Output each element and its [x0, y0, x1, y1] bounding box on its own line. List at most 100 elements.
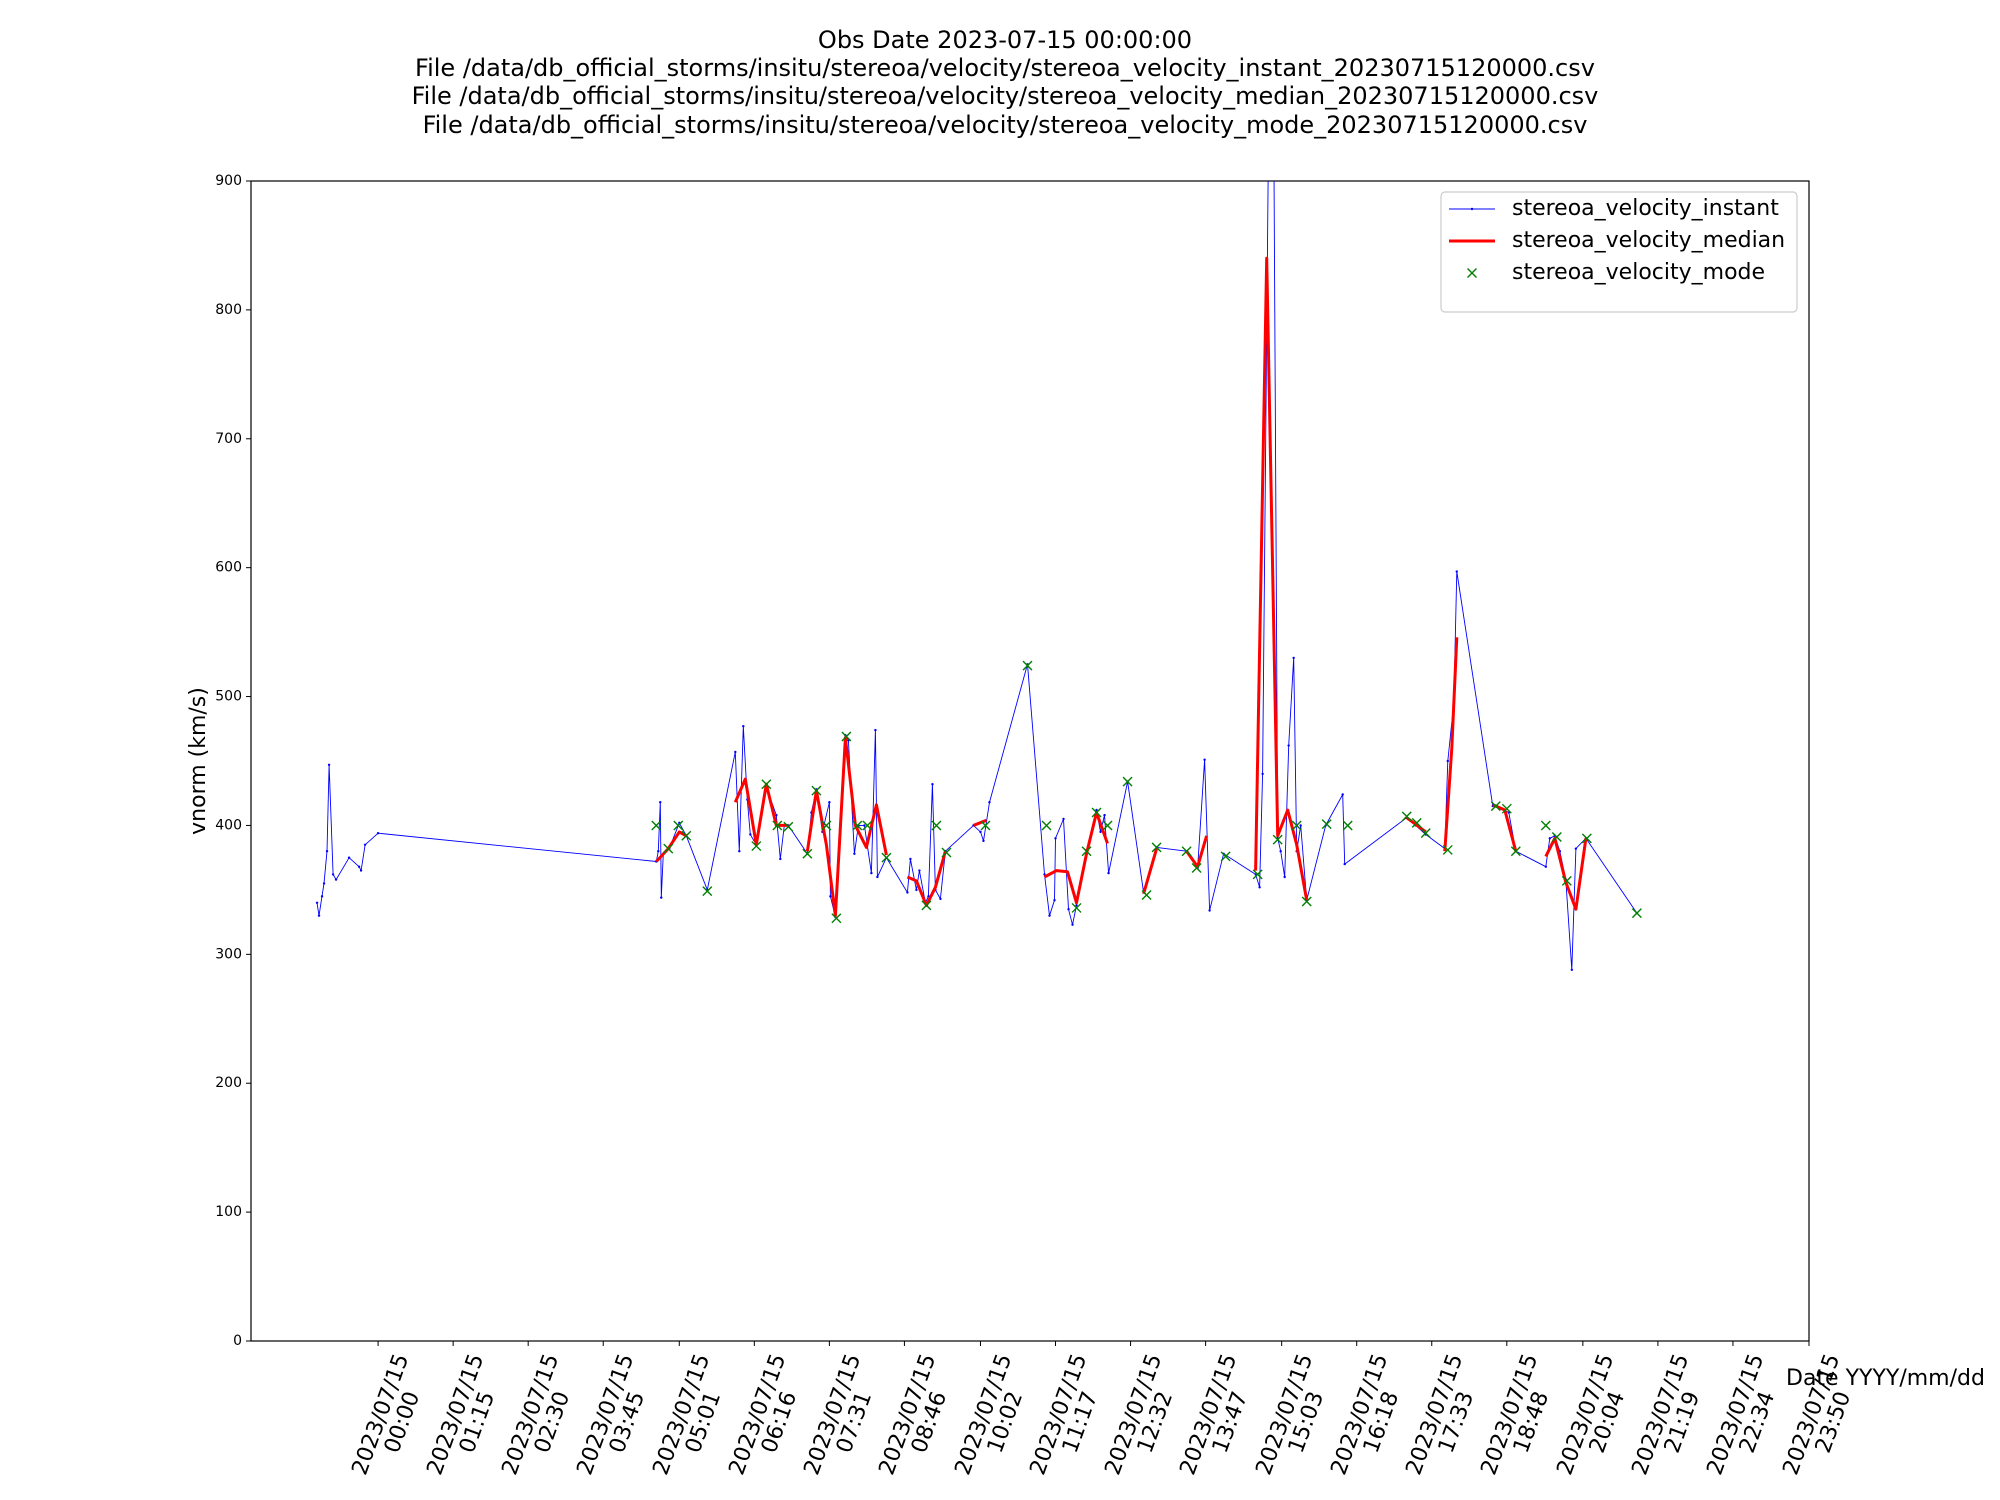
point: [363, 843, 367, 846]
legend-label: stereoa_velocity_mode: [1512, 260, 1765, 285]
point: [325, 850, 329, 853]
y-tick-label: 0: [233, 1333, 242, 1349]
point: [1411, 817, 1422, 828]
point: [1272, 834, 1283, 845]
point: [1062, 817, 1065, 821]
point: [1071, 923, 1074, 926]
y-tick-label: 300: [215, 946, 242, 962]
point: [853, 852, 856, 855]
point: [327, 763, 331, 767]
point: [1054, 837, 1057, 840]
point: [1258, 886, 1261, 889]
point: [906, 891, 909, 894]
point: [852, 820, 863, 831]
point: [331, 873, 335, 876]
point: [317, 914, 321, 917]
point: [988, 801, 991, 804]
point: [870, 871, 873, 875]
point: [881, 852, 892, 863]
point: [811, 785, 822, 796]
point: [783, 821, 794, 832]
chart-title: File /data/db_official_storms/insitu/ste…: [415, 54, 1595, 82]
point: [357, 865, 361, 868]
point: [1022, 660, 1033, 671]
point: [1299, 824, 1302, 827]
point: [863, 824, 866, 827]
point: [1631, 908, 1642, 919]
point: [1252, 869, 1263, 880]
series-line: [316, 181, 1638, 971]
plot-frame: [250, 180, 1810, 1342]
series-line: [655, 256, 1588, 918]
point: [1107, 871, 1110, 875]
point: [657, 850, 660, 853]
point: [1048, 914, 1051, 917]
point: [376, 831, 380, 835]
point: [1570, 968, 1574, 971]
point: [347, 856, 351, 859]
point: [1102, 820, 1113, 831]
point: [1103, 813, 1106, 817]
point: [1220, 851, 1231, 862]
point: [1099, 830, 1102, 834]
point: [742, 725, 745, 728]
point: [941, 847, 952, 858]
point: [1321, 819, 1332, 830]
point: [1548, 837, 1552, 840]
point: [931, 820, 942, 831]
point: [931, 783, 934, 786]
point: [1446, 759, 1449, 763]
point: [802, 848, 813, 859]
point: [1053, 899, 1056, 902]
point: [651, 820, 662, 831]
point: [841, 731, 852, 742]
point: [1071, 902, 1082, 913]
point: [322, 882, 326, 885]
point: [772, 820, 783, 831]
point: [1581, 833, 1592, 844]
point: [1540, 820, 1551, 831]
point: [979, 830, 982, 834]
point: [315, 901, 319, 904]
y-tick-label: 400: [215, 817, 242, 833]
point: [751, 841, 762, 852]
y-tick-label: 500: [215, 689, 242, 705]
legend-swatch: [1467, 268, 1477, 278]
point: [1544, 865, 1548, 868]
point: [681, 830, 692, 841]
point: [1091, 807, 1102, 818]
chart-title: File /data/db_official_storms/insitu/ste…: [423, 111, 1588, 139]
point: [1301, 896, 1312, 907]
point: [663, 843, 674, 854]
point: [1343, 862, 1346, 866]
point: [1561, 875, 1572, 886]
point: [874, 728, 877, 732]
y-axis-label: vnorm (km/s): [186, 687, 211, 835]
point: [1455, 570, 1458, 573]
y-tick-label: 600: [215, 560, 242, 576]
point: [734, 750, 737, 754]
point: [659, 801, 662, 804]
point: [918, 869, 921, 872]
point: [1151, 842, 1162, 853]
point: [1181, 846, 1192, 857]
point: [1510, 846, 1521, 857]
y-tick-label: 100: [215, 1204, 242, 1220]
point: [980, 820, 991, 831]
point: [1420, 828, 1431, 839]
point: [909, 857, 912, 861]
point: [1292, 656, 1295, 660]
point: [1191, 862, 1202, 873]
point: [1041, 820, 1052, 831]
point: [738, 850, 741, 853]
point: [921, 900, 932, 911]
plot-area: [315, 181, 1642, 971]
point: [1122, 776, 1133, 787]
y-tick-label: 800: [215, 302, 242, 318]
legend-label: stereoa_velocity_instant: [1512, 196, 1779, 221]
point: [775, 813, 778, 817]
point: [702, 886, 713, 897]
point: [1442, 844, 1453, 855]
